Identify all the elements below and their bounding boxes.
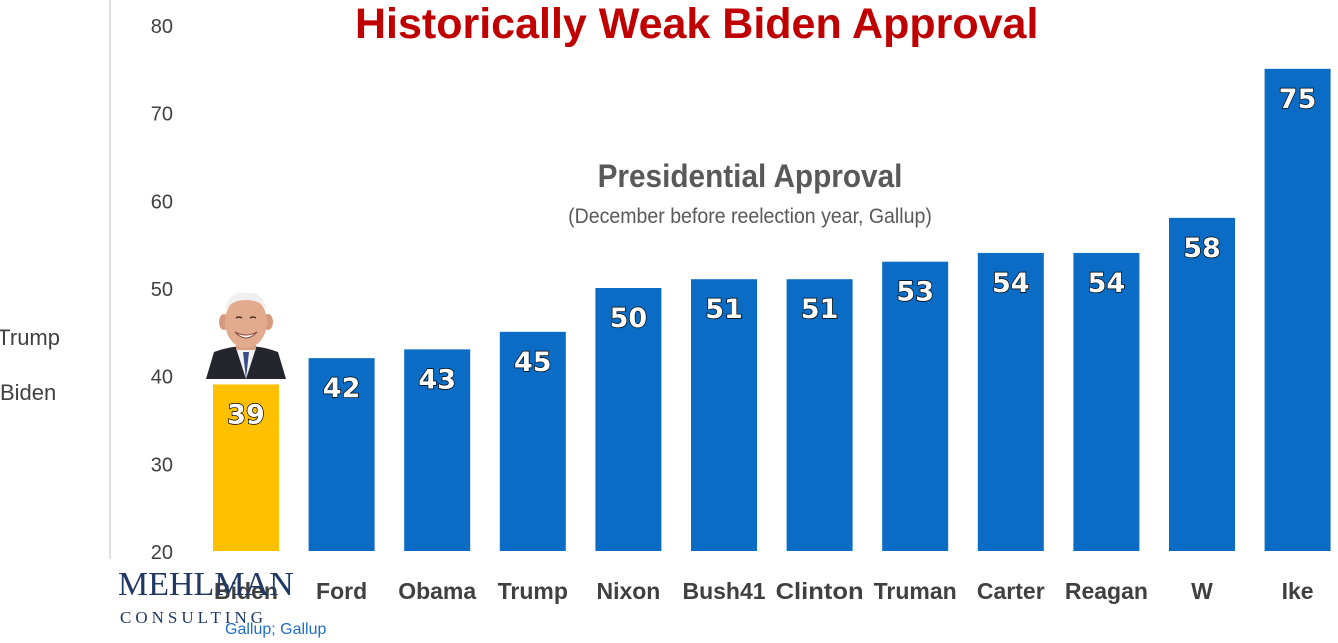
logo-tagline: CONSULTING [120, 608, 268, 627]
bars: 39 Biden 42 Ford 43 Obama 45 Trump 50 Nixon 51 Bush… [213, 68, 1331, 604]
x-tick-label: Bush41 [682, 578, 765, 604]
x-tick-label: Ford [316, 578, 367, 604]
x-tick-label: Nixon [596, 578, 660, 604]
y-tick-label: 40 [151, 367, 173, 389]
bar-w [1169, 217, 1235, 551]
source-separator: ; [271, 621, 281, 638]
source-link-2[interactable]: Gallup [280, 621, 327, 638]
bar-bush41 [691, 279, 757, 551]
bar-obama [404, 349, 471, 551]
data-label: 51 [705, 294, 743, 325]
source-line: Gallup; Gallup [225, 621, 326, 639]
side-text-line2: Biden [0, 380, 57, 405]
x-tick-label: Reagan [1065, 578, 1148, 604]
source-link-1[interactable]: Gallup [225, 621, 272, 638]
bar-trump [499, 331, 566, 551]
data-label: 75 [1279, 84, 1317, 115]
data-label: 39 [227, 399, 265, 430]
data-label: 54 [1088, 268, 1126, 299]
bar-reagan [1073, 252, 1140, 551]
bar-ike [1264, 68, 1331, 551]
bar-truman [882, 261, 949, 551]
y-tick-label: 20 [151, 542, 173, 564]
y-tick-label: 60 [151, 191, 173, 213]
data-label: 51 [801, 294, 839, 325]
logo-wordmark: MEHLMAN [118, 566, 294, 603]
data-label: 42 [323, 373, 361, 404]
x-tick-label: W [1191, 578, 1213, 604]
x-tick-label: Carter [977, 578, 1045, 604]
bar-nixon [595, 288, 662, 551]
x-tick-label: Ike [1282, 578, 1314, 604]
bar-carter [977, 252, 1044, 551]
y-tick-label: 70 [151, 104, 173, 126]
x-tick-label: Obama [398, 578, 476, 604]
y-tick-label: 80 [151, 16, 173, 38]
chart-title: Historically Weak Biden Approval [355, 0, 1039, 48]
biden-portrait-icon [206, 293, 286, 379]
bar-biden [213, 384, 279, 551]
x-tick-label: Truman [874, 578, 957, 604]
chart-note: (December before reelection year, Gallup… [568, 205, 932, 228]
x-tick-label: Trump [498, 578, 568, 604]
bar-clinton [786, 279, 853, 551]
data-label: 50 [610, 303, 648, 334]
side-text-line1: Trump [0, 325, 60, 350]
y-axis: 20 30 40 50 60 70 80 [109, 0, 173, 564]
data-label: 43 [418, 364, 456, 395]
y-tick-label: 50 [151, 279, 173, 301]
x-tick-label: Biden [214, 578, 278, 604]
data-label: 58 [1183, 233, 1221, 264]
data-label: 54 [992, 268, 1030, 299]
chart-subtitle: Presidential Approval [597, 158, 903, 194]
y-tick-label: 30 [151, 454, 173, 476]
x-tick-label: Clinton [776, 578, 864, 604]
data-label: 53 [896, 277, 934, 308]
bar-ford [308, 358, 375, 551]
data-label: 45 [514, 347, 552, 378]
